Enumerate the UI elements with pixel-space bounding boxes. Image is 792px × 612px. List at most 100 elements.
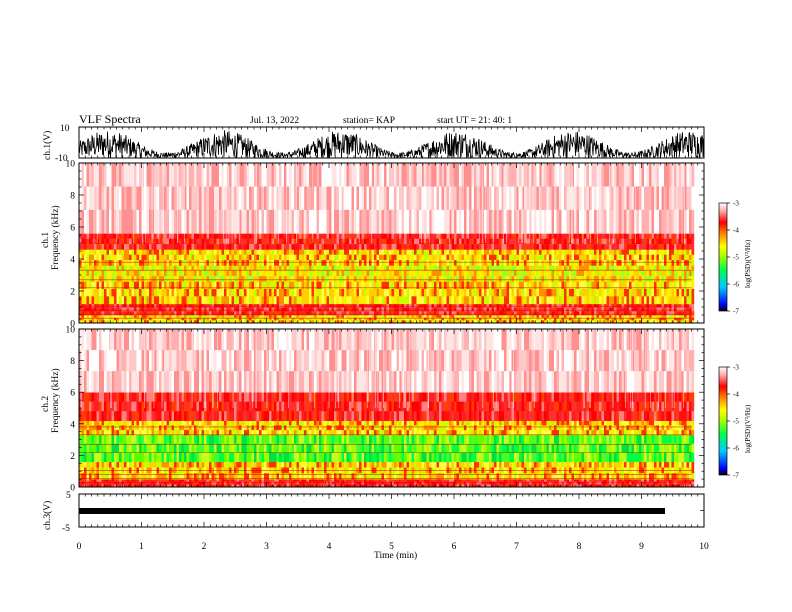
- spec-cell: [384, 296, 387, 305]
- spec-cell: [681, 307, 685, 312]
- spec-cell: [354, 254, 357, 261]
- spec-cell: [196, 317, 200, 321]
- spec-cell: [216, 233, 220, 239]
- spec-cell: [611, 233, 615, 239]
- spec-cell: [481, 270, 485, 277]
- spec-cell: [446, 163, 450, 187]
- spec-cell: [186, 254, 190, 261]
- spec-cell: [676, 254, 680, 261]
- spec-cell: [194, 260, 197, 266]
- spec-cell: [386, 244, 390, 250]
- spec-cell: [196, 311, 200, 316]
- spec-cell: [466, 315, 470, 318]
- spec-cell: [506, 249, 510, 255]
- spec-cell: [126, 254, 130, 261]
- spec-cell: [476, 244, 480, 250]
- spec-cell: [501, 260, 505, 266]
- spec-cell: [666, 307, 670, 312]
- spec-cell: [346, 281, 350, 290]
- spec-cell: [161, 288, 165, 297]
- spec-cell: [336, 288, 340, 297]
- spec-cell: [89, 163, 92, 187]
- spec-cell: [329, 254, 332, 261]
- spec-cell: [519, 270, 522, 277]
- spec-cell: [421, 303, 425, 308]
- spec-cell: [111, 249, 115, 255]
- spec-cell: [589, 260, 592, 266]
- spec-cell: [549, 260, 552, 266]
- spec-cell: [471, 288, 475, 297]
- spec-cell: [409, 307, 412, 312]
- spec-cell: [514, 238, 517, 245]
- spec-cell: [259, 238, 262, 245]
- spec-cell: [331, 265, 335, 271]
- spec-cell: [281, 260, 285, 266]
- spec-cell: [201, 307, 205, 312]
- spec-cell: [359, 244, 362, 250]
- spec-cell: [109, 276, 112, 282]
- spec-cell: [661, 238, 665, 245]
- spec-cell: [244, 238, 247, 245]
- spec-cell: [651, 317, 655, 321]
- spec-cell: [121, 307, 125, 312]
- spec-cell: [491, 315, 495, 318]
- spec-cell: [354, 163, 357, 187]
- spec-cell: [186, 296, 190, 305]
- spec-cell: [314, 265, 317, 271]
- spec-cell: [119, 320, 122, 324]
- spec-cell: [444, 270, 447, 277]
- spec-cell: [169, 296, 172, 305]
- spec-cell: [576, 249, 580, 255]
- spec-cell: [666, 270, 670, 277]
- spec-cell: [421, 296, 425, 305]
- spec-cell: [186, 209, 190, 234]
- spec-cell: [511, 311, 515, 316]
- spec-cell: [679, 315, 682, 318]
- spec-cell: [361, 317, 365, 321]
- spec-cell: [616, 270, 620, 277]
- spec-cell: [241, 249, 245, 255]
- spec-cell: [406, 233, 410, 239]
- spec-cell: [184, 317, 187, 321]
- spec-cell: [169, 315, 172, 318]
- spec-cell: [226, 260, 230, 266]
- spec-cell: [616, 303, 620, 308]
- spec-cell: [421, 209, 425, 234]
- spec-cell: [114, 270, 117, 277]
- spec-cell: [474, 288, 477, 297]
- spec-cell: [191, 315, 195, 318]
- spec-cell: [244, 276, 247, 282]
- spec-cell: [649, 320, 652, 324]
- spec-cell: [161, 317, 165, 321]
- spec-cell: [526, 311, 530, 316]
- spec-cell: [226, 307, 230, 312]
- spec-cell: [411, 270, 415, 277]
- spec-cell: [169, 270, 172, 277]
- spec-cell: [244, 320, 247, 324]
- spec-cell: [574, 260, 577, 266]
- spec-cell: [146, 209, 150, 234]
- spec-cell: [214, 270, 217, 277]
- spec-cell: [459, 288, 462, 297]
- spec-cell: [439, 244, 442, 250]
- spec-cell: [159, 249, 162, 255]
- spec-cell: [96, 249, 100, 255]
- spec-cell: [649, 276, 652, 282]
- spec-cell: [536, 233, 540, 239]
- spec-cell: [79, 233, 82, 239]
- spec-cell: [434, 270, 437, 277]
- spec-cell: [194, 276, 197, 282]
- spec-cell: [531, 320, 535, 324]
- spec-cell: [116, 317, 120, 321]
- spec-cell: [159, 276, 162, 282]
- spec-cell: [161, 265, 165, 271]
- spec-cell: [631, 281, 635, 290]
- spec-cell: [296, 281, 300, 290]
- spec-cell: [221, 254, 225, 261]
- spec-cell: [454, 317, 457, 321]
- spec-cell: [684, 276, 687, 282]
- spec-cell: [394, 186, 397, 211]
- spec-cell: [149, 288, 152, 297]
- spec-cell: [101, 315, 105, 318]
- spec-cell: [439, 296, 442, 305]
